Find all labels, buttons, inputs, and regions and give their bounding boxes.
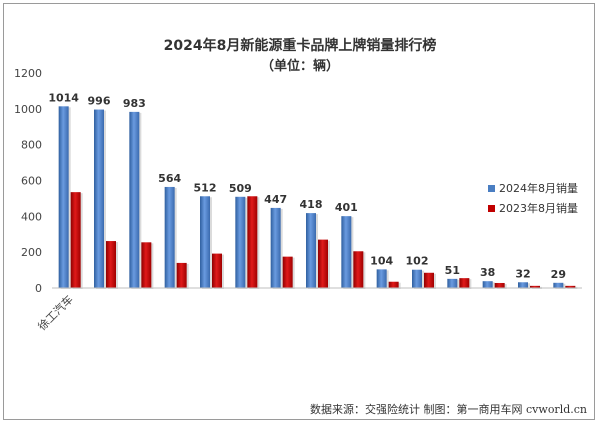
series-2023-bar: [318, 239, 328, 288]
y-tick-label: 1000: [14, 103, 42, 116]
data-label: 401: [335, 201, 358, 214]
series-2023-bar: [494, 282, 505, 288]
chart-subtitle: （单位：辆）: [261, 58, 339, 74]
series-2024-bar: [376, 269, 387, 288]
series-2024-bar: [164, 186, 175, 288]
data-label: 51: [445, 264, 460, 277]
data-labels: 1014 996 983 564 512 509 447 418 401 104 102 51 38 32…: [48, 91, 566, 280]
legend-label-2023: 2023年8月销量: [499, 201, 578, 215]
series-2023-bar: [459, 278, 470, 288]
series-2024-bar: [306, 213, 316, 288]
series-2023-bar: [530, 285, 540, 288]
series-2024-bar: [447, 278, 458, 288]
legend-swatch-2023: [488, 205, 495, 212]
y-axis: 0 200 400 600 800 1000 1200: [14, 67, 42, 295]
series-2024-bar: [482, 281, 493, 288]
series-2023-bar: [176, 262, 187, 288]
data-label: 38: [480, 266, 495, 279]
data-label: 102: [406, 255, 429, 268]
data-label: 996: [88, 95, 111, 108]
series-2023-bar: [565, 285, 576, 288]
data-label: 512: [194, 181, 217, 194]
series-2023-bar: [247, 196, 258, 288]
chart-frame: 2024年8月新能源重卡品牌上牌销量排行榜 （单位：辆） 0 200 400 600 8…: [3, 3, 595, 420]
series-2024-bar: [94, 109, 104, 288]
y-tick-label: 0: [35, 282, 42, 295]
series-2023-bar: [212, 253, 222, 288]
chart-canvas: 2024年8月新能源重卡品牌上牌销量排行榜 （单位：辆） 0 200 400 600 8…: [14, 37, 587, 416]
series-2024-bar: [235, 196, 246, 288]
y-tick-label: 1200: [14, 67, 42, 80]
series-2024-bar: [341, 216, 352, 288]
series-2023-bar: [282, 256, 293, 288]
series-2023-bar: [424, 272, 434, 288]
y-tick-label: 800: [21, 139, 42, 152]
data-label: 983: [123, 97, 146, 110]
series-2024-bar: [129, 111, 140, 288]
data-label: 447: [264, 193, 287, 206]
data-label: 32: [515, 267, 530, 280]
series-2024-bar: [58, 106, 69, 288]
series-2024-bar: [270, 207, 281, 288]
source-note: 数据来源：交强险统计 制图：第一商用车网 cvworld.cn: [310, 402, 587, 416]
series-2024-bar: [553, 282, 564, 288]
legend: 2024年8月销量 2023年8月销量: [488, 181, 578, 215]
legend-swatch-2024: [488, 185, 495, 192]
y-tick-label: 400: [21, 210, 42, 223]
y-tick-label: 200: [21, 246, 42, 259]
series-2023-bar: [141, 242, 152, 288]
series-2023-bar: [70, 192, 81, 288]
series-2023-bar: [388, 281, 399, 288]
series-2024-bar: [412, 269, 422, 288]
data-label: 1014: [48, 91, 79, 104]
data-label: 564: [158, 172, 181, 185]
x-tick-label: 徐工汽车: [35, 292, 76, 333]
data-label: 104: [370, 254, 393, 267]
legend-label-2024: 2024年8月销量: [499, 181, 578, 195]
y-tick-label: 600: [21, 175, 42, 188]
series-2023-bar: [353, 251, 364, 288]
data-label: 509: [229, 182, 252, 195]
chart-title: 2024年8月新能源重卡品牌上牌销量排行榜: [164, 37, 437, 54]
series-2024-bar: [200, 196, 210, 288]
data-label: 29: [551, 268, 566, 281]
x-axis: 徐工汽车: [35, 287, 582, 333]
bars: [58, 106, 578, 289]
series-2023-bar: [106, 241, 116, 288]
series-2024-bar: [518, 282, 528, 288]
data-label: 418: [300, 198, 323, 211]
